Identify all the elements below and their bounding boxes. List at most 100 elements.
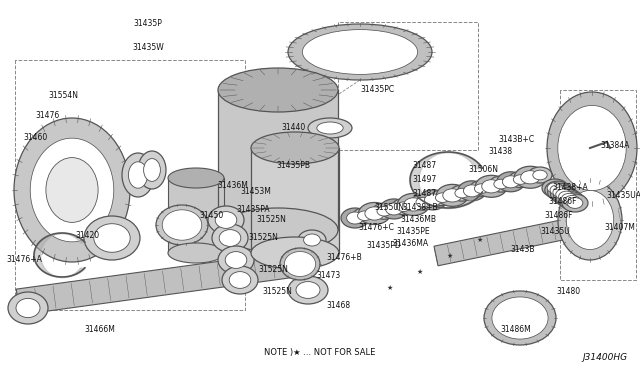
Ellipse shape [476, 175, 508, 197]
Ellipse shape [564, 195, 580, 206]
Ellipse shape [559, 192, 585, 210]
Ellipse shape [302, 30, 418, 74]
Ellipse shape [458, 181, 486, 201]
Text: ★: ★ [447, 253, 453, 259]
Ellipse shape [561, 193, 577, 204]
Ellipse shape [436, 185, 468, 206]
Text: 31466M: 31466M [84, 326, 115, 334]
Ellipse shape [556, 190, 582, 208]
Text: 31438+A: 31438+A [552, 183, 588, 192]
Ellipse shape [285, 250, 307, 266]
Text: 31438+B: 31438+B [402, 203, 438, 212]
Ellipse shape [251, 237, 339, 269]
Text: 31468: 31468 [326, 301, 350, 310]
Ellipse shape [397, 202, 411, 212]
Ellipse shape [554, 187, 579, 206]
Ellipse shape [380, 199, 408, 219]
Ellipse shape [492, 297, 548, 339]
Ellipse shape [16, 298, 40, 318]
Ellipse shape [317, 122, 343, 134]
Ellipse shape [558, 180, 622, 260]
Ellipse shape [443, 189, 462, 202]
Text: ★: ★ [387, 285, 393, 291]
Ellipse shape [548, 183, 573, 201]
Ellipse shape [94, 224, 130, 252]
Ellipse shape [494, 179, 508, 189]
Text: NOTE )★ ... NOT FOR SALE: NOTE )★ ... NOT FOR SALE [264, 347, 376, 356]
Ellipse shape [497, 172, 525, 192]
Ellipse shape [46, 158, 98, 222]
Ellipse shape [84, 216, 140, 260]
Text: 31525N: 31525N [256, 215, 286, 224]
Ellipse shape [419, 190, 447, 210]
Ellipse shape [229, 272, 251, 288]
Text: 31525N: 31525N [248, 234, 278, 243]
Text: 31473: 31473 [316, 270, 340, 279]
Ellipse shape [404, 198, 423, 211]
Ellipse shape [218, 208, 338, 252]
Ellipse shape [474, 184, 489, 193]
Ellipse shape [251, 132, 339, 164]
Ellipse shape [556, 189, 572, 200]
Text: 31420: 31420 [76, 231, 100, 240]
Ellipse shape [212, 224, 248, 252]
Ellipse shape [470, 180, 493, 196]
Ellipse shape [416, 198, 430, 207]
Ellipse shape [562, 194, 588, 212]
Text: 3143B: 3143B [510, 246, 534, 254]
Polygon shape [434, 208, 622, 266]
Text: ★: ★ [477, 237, 483, 243]
Text: 31440: 31440 [282, 124, 306, 132]
Ellipse shape [218, 246, 254, 274]
Text: 31435PC: 31435PC [360, 86, 394, 94]
Ellipse shape [341, 208, 369, 228]
Text: 31525N: 31525N [262, 288, 292, 296]
Text: 31438: 31438 [488, 148, 512, 157]
Polygon shape [168, 178, 224, 253]
Text: 3143B+C: 3143B+C [498, 135, 534, 144]
Ellipse shape [129, 162, 148, 188]
Text: 31525N: 31525N [258, 266, 288, 275]
Ellipse shape [138, 151, 166, 189]
Text: 31436MA: 31436MA [392, 240, 428, 248]
Ellipse shape [218, 68, 338, 112]
Text: 31450: 31450 [200, 211, 224, 219]
Ellipse shape [30, 138, 114, 242]
Ellipse shape [559, 191, 574, 202]
Ellipse shape [547, 92, 637, 204]
Ellipse shape [168, 168, 224, 188]
Ellipse shape [558, 105, 626, 190]
Ellipse shape [463, 185, 480, 197]
Ellipse shape [347, 212, 364, 224]
Ellipse shape [392, 199, 416, 215]
Text: 31554N: 31554N [48, 90, 78, 99]
Text: 31436M: 31436M [217, 180, 248, 189]
Ellipse shape [431, 190, 454, 206]
Ellipse shape [450, 185, 474, 201]
Ellipse shape [377, 206, 392, 216]
Ellipse shape [550, 185, 566, 196]
Ellipse shape [411, 194, 435, 210]
Text: 31487: 31487 [412, 189, 436, 199]
Ellipse shape [8, 292, 48, 324]
Ellipse shape [553, 187, 568, 198]
Ellipse shape [547, 183, 563, 193]
Ellipse shape [284, 251, 316, 276]
Text: 31476+C: 31476+C [358, 224, 394, 232]
Ellipse shape [303, 234, 321, 246]
Text: 31480: 31480 [556, 288, 580, 296]
Ellipse shape [502, 176, 519, 188]
Text: 31476: 31476 [36, 110, 60, 119]
Ellipse shape [484, 291, 556, 345]
Text: 31486F: 31486F [548, 198, 577, 206]
Text: 31487: 31487 [412, 161, 436, 170]
Ellipse shape [122, 153, 154, 197]
Ellipse shape [14, 118, 130, 262]
Ellipse shape [566, 190, 614, 250]
Ellipse shape [455, 188, 469, 198]
Ellipse shape [308, 118, 352, 138]
Ellipse shape [358, 202, 390, 224]
Text: 31435PD: 31435PD [366, 241, 401, 250]
Ellipse shape [156, 205, 208, 245]
Ellipse shape [542, 179, 568, 197]
